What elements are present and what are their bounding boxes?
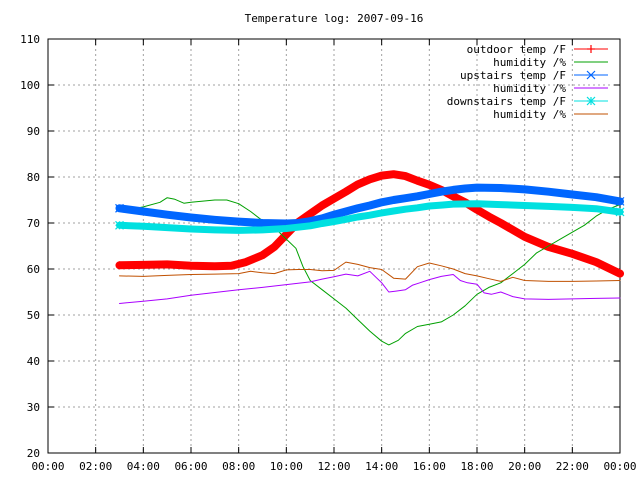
series-line-3 <box>119 270 621 304</box>
x-tick-label: 06:00 <box>174 460 207 473</box>
y-tick-label: 110 <box>20 33 40 46</box>
y-tick-label: 40 <box>27 355 40 368</box>
x-tick-label: 16:00 <box>413 460 446 473</box>
legend-label-2: upstairs temp /F <box>460 69 566 82</box>
y-tick-label: 20 <box>27 447 40 460</box>
series-point-2 <box>615 196 625 206</box>
legend-marker-4 <box>586 96 596 106</box>
legend-label-0: outdoor temp /F <box>467 43 566 56</box>
legend-marker-0 <box>587 45 595 53</box>
y-tick-label: 30 <box>27 401 40 414</box>
legend-label-4: downstairs temp /F <box>447 95 566 108</box>
x-tick-label: 14:00 <box>365 460 398 473</box>
series-line-5 <box>119 261 621 282</box>
x-tick-label: 00:00 <box>31 460 64 473</box>
series-group <box>115 170 625 346</box>
series-line-0 <box>115 170 624 278</box>
y-tick-label: 90 <box>27 125 40 138</box>
y-tick-label: 70 <box>27 217 40 230</box>
y-tick-label: 60 <box>27 263 40 276</box>
series-point-0 <box>616 269 624 278</box>
series-point-4 <box>615 207 625 217</box>
series-point-2 <box>115 203 124 213</box>
y-tick-label: 100 <box>20 79 40 92</box>
x-tick-label: 22:00 <box>556 460 589 473</box>
x-tick-label: 20:00 <box>508 460 541 473</box>
x-tick-label: 08:00 <box>222 460 255 473</box>
series-line-4 <box>116 200 624 234</box>
series-point-0 <box>115 261 124 270</box>
x-tick-label: 02:00 <box>79 460 112 473</box>
plot-border <box>47 38 621 454</box>
x-tick-label: 18:00 <box>460 460 493 473</box>
chart-title: Temperature log: 2007-09-16 <box>245 12 424 25</box>
legend-label-1: humidity /% <box>493 56 566 69</box>
y-tick-label: 80 <box>27 171 40 184</box>
legend-label-5: humidity /% <box>493 108 566 121</box>
legend-marker-2 <box>586 70 596 80</box>
legend-label-3: humidity /% <box>493 82 566 95</box>
x-tick-label: 10:00 <box>270 460 303 473</box>
x-tick-label: 00:00 <box>603 460 636 473</box>
series-line-2 <box>115 183 624 228</box>
axes: 20 30 40 50 60 70 80 90 100 110 00:00 02:00 04:00 06:… <box>20 33 636 473</box>
series-point-4 <box>115 220 124 230</box>
x-tick-label: 04:00 <box>127 460 160 473</box>
series-line-1 <box>119 197 621 346</box>
x-tick-label: 12:00 <box>317 460 350 473</box>
y-tick-label: 50 <box>27 309 40 322</box>
